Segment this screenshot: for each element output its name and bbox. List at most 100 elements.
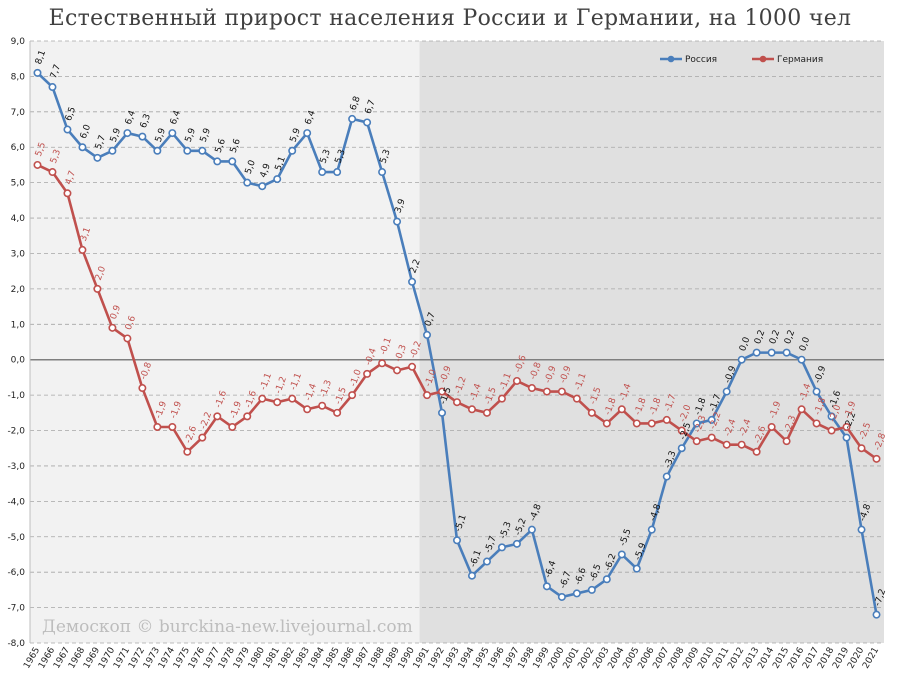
russia-point: [527, 525, 536, 534]
germany-point: [587, 408, 596, 417]
russia-point: [617, 550, 626, 559]
y-tick-label: 3,0: [11, 249, 26, 259]
germany-point: [408, 362, 417, 371]
y-tick-label: 9,0: [11, 37, 26, 47]
y-tick-label: -6,0: [7, 568, 25, 578]
x-tick-label: 2021: [861, 646, 881, 671]
russia-point: [378, 168, 387, 177]
y-tick-label: 4,0: [11, 214, 26, 224]
russia-point: [408, 277, 417, 286]
germany-point: [767, 422, 776, 431]
germany-point: [722, 440, 731, 449]
germany-point: [93, 284, 102, 293]
russia-point: [707, 415, 716, 424]
russia-data-label: 5,3: [334, 148, 348, 165]
russia-point: [782, 348, 791, 357]
shaded-period-background: [419, 41, 884, 643]
germany-point: [243, 412, 252, 421]
germany-point: [467, 405, 476, 414]
russia-point: [93, 153, 102, 162]
germany-legend-label: Германия: [777, 55, 823, 65]
russia-data-label: 5,6: [229, 137, 243, 154]
germany-point: [378, 359, 387, 368]
russia-point: [602, 575, 611, 584]
russia-data-label: 6,3: [139, 113, 153, 130]
y-tick-label: 8,0: [11, 72, 26, 82]
germany-point: [63, 189, 72, 198]
y-tick-label: -2,0: [7, 427, 25, 437]
germany-point: [632, 419, 641, 428]
germany-point: [48, 168, 57, 177]
germany-point: [812, 419, 821, 428]
russia-data-label: 5,1: [274, 155, 288, 172]
russia-point: [228, 157, 237, 166]
russia-point: [423, 330, 432, 339]
russia-data-label: 0,7: [423, 311, 437, 328]
germany-point: [827, 426, 836, 435]
russia-data-label: 0,2: [753, 329, 767, 346]
russia-point: [542, 582, 551, 591]
russia-point: [138, 132, 147, 141]
russia-data-label: 5,9: [109, 127, 123, 144]
y-tick-label: -3,0: [7, 462, 25, 472]
russia-data-label: 5,3: [319, 148, 333, 165]
germany-point: [363, 369, 372, 378]
plot-area-background: [30, 41, 420, 643]
russia-point: [303, 129, 312, 138]
germany-point: [228, 422, 237, 431]
y-tick-label: -5,0: [7, 533, 25, 543]
germany-point: [527, 384, 536, 393]
germany-data-label: 5,3: [49, 148, 63, 165]
germany-point: [123, 334, 132, 343]
russia-point: [467, 571, 476, 580]
russia-point: [438, 408, 447, 417]
germany-point: [423, 391, 432, 400]
russia-data-label: 4,9: [259, 162, 273, 179]
russia-point: [572, 589, 581, 598]
russia-data-label: 7,7: [49, 63, 63, 80]
russia-point: [33, 68, 42, 77]
russia-point: [213, 157, 222, 166]
y-tick-label: 1,0: [11, 320, 26, 330]
germany-point: [452, 398, 461, 407]
germany-data-label: 5,5: [34, 141, 48, 158]
germany-point: [348, 391, 357, 400]
germany-point: [782, 437, 791, 446]
russia-point: [857, 525, 866, 534]
russia-point: [363, 118, 372, 127]
russia-data-label: 3,9: [393, 197, 407, 214]
russia-point: [557, 592, 566, 601]
germany-point: [842, 422, 851, 431]
russia-data-label: 6,0: [79, 123, 93, 140]
germany-point: [512, 376, 521, 385]
russia-data-label: 0,0: [798, 336, 812, 353]
germany-data-label: 4,7: [64, 169, 78, 186]
russia-point: [393, 217, 402, 226]
germany-point: [303, 405, 312, 414]
germany-point: [183, 447, 192, 456]
russia-legend-marker: [667, 55, 675, 63]
russia-point: [587, 585, 596, 594]
russia-point: [63, 125, 72, 134]
russia-point: [797, 355, 806, 364]
russia-data-label: 0,0: [738, 336, 752, 353]
y-tick-label: -7,0: [7, 604, 25, 614]
germany-data-label: 0,6: [124, 314, 138, 331]
russia-data-label: 6,4: [124, 109, 138, 126]
germany-point: [617, 405, 626, 414]
y-tick-label: -1,0: [7, 391, 25, 401]
germany-data-label: 0,9: [109, 304, 123, 321]
russia-point: [78, 143, 87, 152]
russia-point: [722, 387, 731, 396]
russia-data-label: 6,7: [364, 99, 378, 116]
russia-point: [872, 610, 881, 619]
russia-data-label: 5,9: [184, 127, 198, 144]
russia-point: [497, 543, 506, 552]
y-tick-label: 5,0: [11, 179, 26, 189]
germany-point: [572, 394, 581, 403]
germany-point: [153, 422, 162, 431]
russia-point: [677, 444, 686, 453]
russia-point: [812, 387, 821, 396]
russia-point: [662, 472, 671, 481]
